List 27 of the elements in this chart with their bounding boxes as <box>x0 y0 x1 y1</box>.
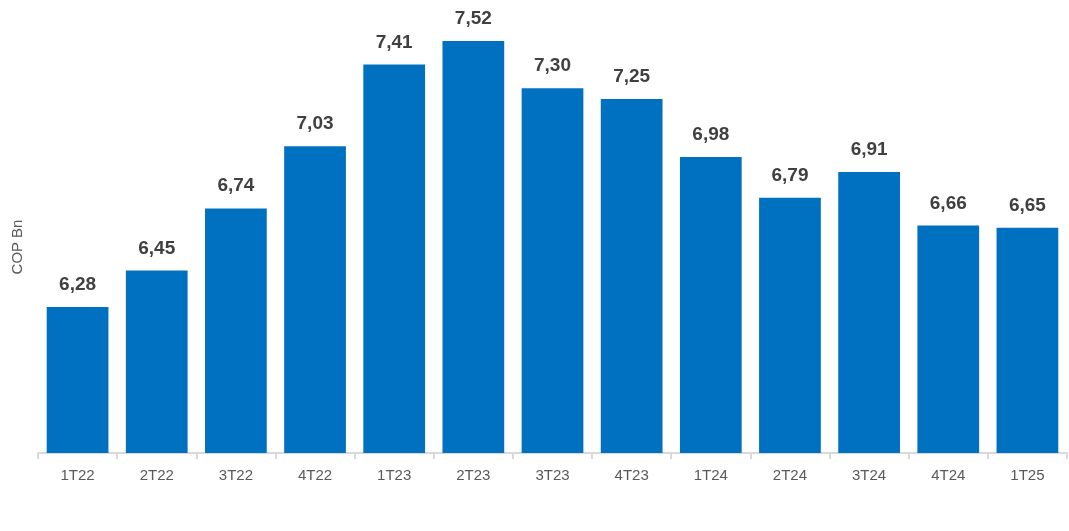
x-tick-label: 1T24 <box>693 466 728 483</box>
data-label: 7,52 <box>454 7 492 28</box>
data-label: 7,30 <box>534 54 571 76</box>
x-tick-label: 2T23 <box>456 466 491 483</box>
data-label: 6,79 <box>771 163 809 185</box>
data-label: 6,65 <box>1008 193 1047 215</box>
data-label: 7,41 <box>375 30 414 52</box>
x-tick-label: 4T23 <box>614 466 649 483</box>
x-tick-label: 1T23 <box>377 466 412 483</box>
x-tick-label: 2T22 <box>139 466 174 483</box>
data-label: 6,28 <box>59 273 97 295</box>
x-tick-label: 3T22 <box>218 466 253 483</box>
data-label: 7,03 <box>296 112 334 134</box>
data-label: 7,25 <box>613 64 651 86</box>
data-label: 6,66 <box>929 191 967 213</box>
data-label: 6,45 <box>138 236 176 258</box>
x-tick-label: 1T22 <box>60 466 95 483</box>
x-tick-label: 4T24 <box>931 466 966 483</box>
data-label: 6,74 <box>217 174 255 196</box>
data-label: 6,91 <box>850 137 889 159</box>
x-tick-label: 1T25 <box>1010 466 1045 483</box>
x-tick-label: 3T24 <box>852 466 887 483</box>
y-axis-title: COP Bn <box>8 219 25 275</box>
x-tick-label: 4T22 <box>297 466 333 483</box>
data-label: 6,98 <box>692 122 730 144</box>
x-tick-label: 2T24 <box>772 466 808 483</box>
x-tick-label: 3T23 <box>535 466 570 483</box>
